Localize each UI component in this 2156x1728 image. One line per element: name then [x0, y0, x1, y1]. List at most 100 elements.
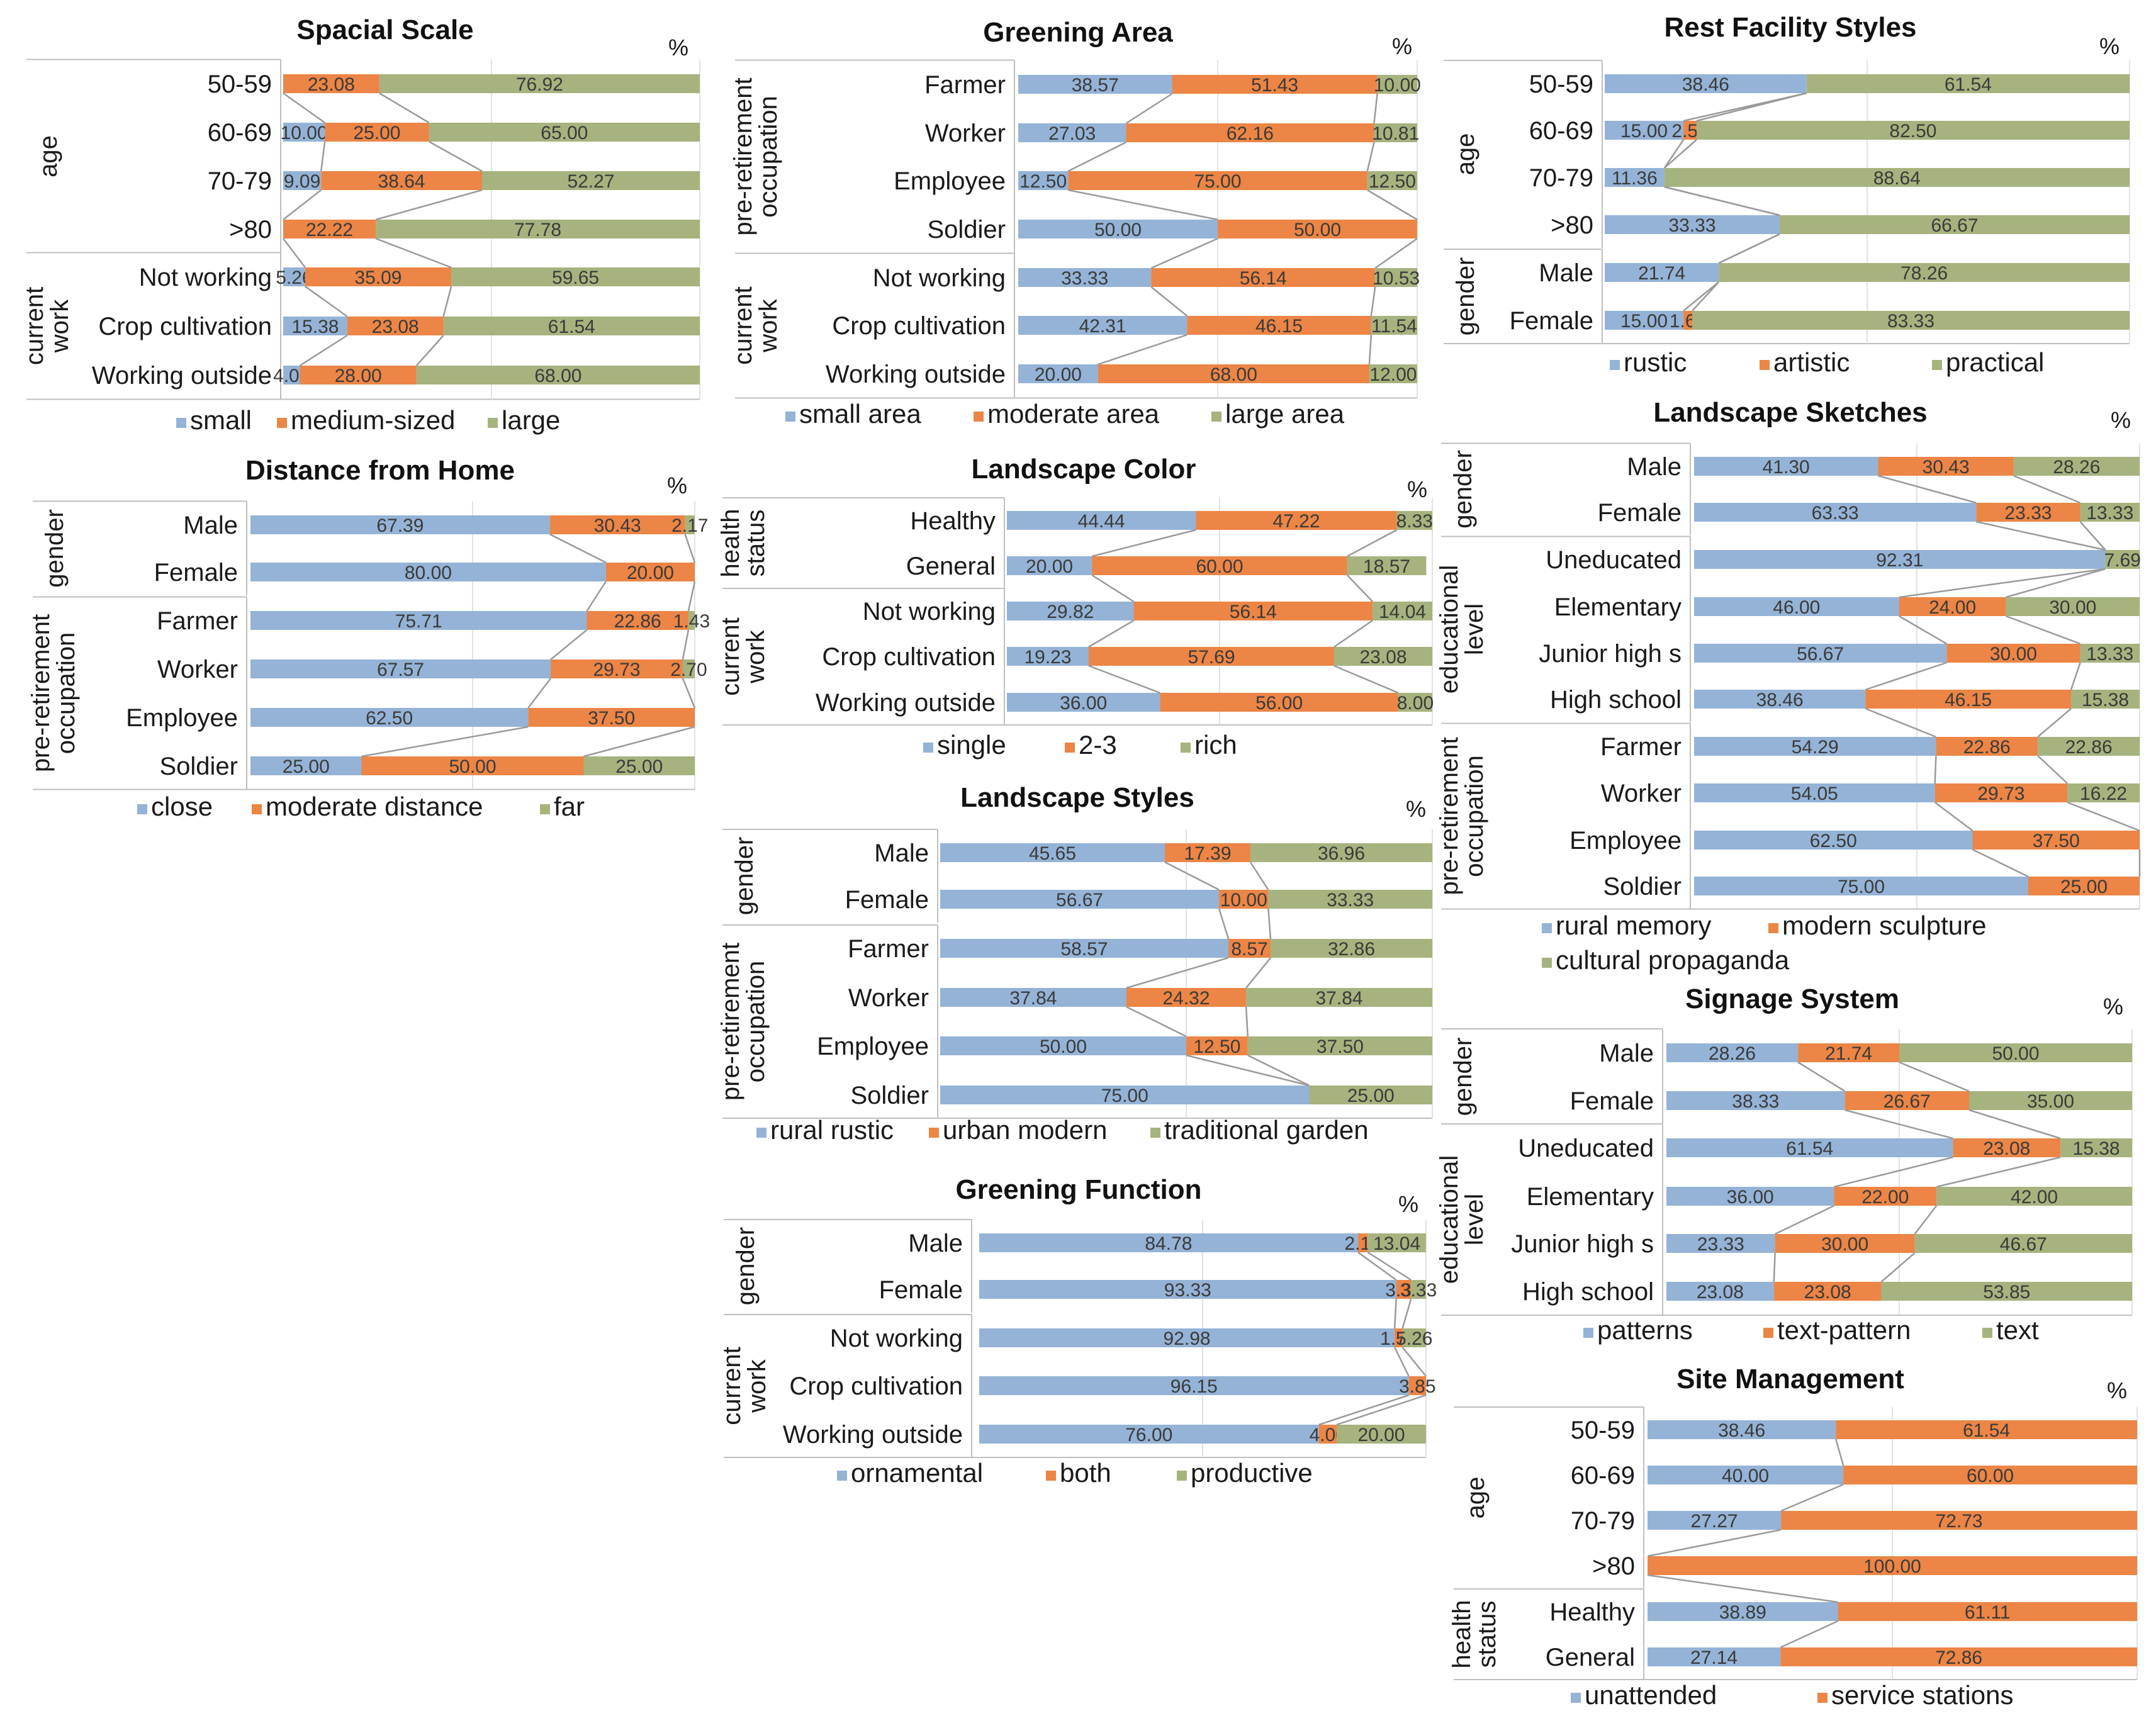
legend-swatch: [540, 804, 550, 814]
data-label: 60.00: [1196, 556, 1243, 577]
unit-label: %: [1392, 33, 1412, 59]
bar-segment: [1246, 988, 1432, 1007]
data-label: 20.00: [1357, 1425, 1405, 1445]
series-connector: [2006, 615, 2081, 645]
legend-swatch: [1065, 743, 1075, 753]
series-connector: [1663, 139, 1685, 169]
bar-segment: [685, 515, 695, 534]
unit-label: %: [2107, 1377, 2127, 1403]
bar-segment: [1666, 1282, 1774, 1301]
data-label: 9.09: [284, 171, 320, 192]
legend-swatch: [756, 1128, 766, 1138]
legend-entry: 2-3: [1079, 730, 1117, 760]
data-label: 58.57: [1060, 939, 1108, 960]
series-connector: [1186, 1054, 1310, 1087]
series-connector: [682, 678, 696, 709]
data-label: 24.32: [1162, 988, 1210, 1009]
data-label: 37.84: [1316, 988, 1363, 1009]
legend-swatch: [1211, 412, 1221, 422]
bar-segment: [1648, 1647, 1781, 1666]
legend-entry: rural memory: [1556, 911, 1711, 940]
legend-swatch: [1542, 923, 1552, 933]
chart-panel-3: Distance from Home % gender pre-retiremento…: [27, 455, 710, 821]
data-label: 15.00: [1620, 311, 1668, 332]
data-label: 38.46: [1682, 74, 1729, 95]
row-label: Employee: [126, 704, 238, 732]
data-label: 54.05: [1791, 783, 1838, 804]
bar-segment: [1666, 1234, 1775, 1253]
data-label: 51.43: [1251, 75, 1298, 96]
chart-panel-6: Greening Function % gender currentwork Male 8…: [718, 1174, 1437, 1488]
series-connector: [1346, 575, 1373, 602]
row-label: High school: [1522, 1278, 1654, 1306]
legend-entry: moderate area: [987, 399, 1160, 429]
bar-segment: [283, 74, 379, 93]
data-label: 61.54: [1945, 74, 1992, 95]
bar-segment: [1694, 877, 2028, 895]
row-label: >80: [1551, 211, 1593, 239]
legend-entry: text: [1996, 1315, 2039, 1345]
series-connector: [1899, 615, 1947, 645]
bar-segment: [1648, 1511, 1782, 1530]
chart-panel-4: Landscape Color% healthstatus currentwork H…: [717, 454, 1434, 760]
bar-segment: [1648, 1420, 1836, 1439]
bar-segment: [1899, 597, 2006, 616]
data-label: 3.85: [1399, 1376, 1435, 1397]
bar-segment: [283, 317, 347, 335]
data-label: 96.15: [1171, 1376, 1218, 1397]
data-label: 32.86: [1328, 939, 1375, 960]
data-label: 8.57: [1231, 939, 1267, 960]
bar-segment: [1187, 316, 1371, 335]
data-label: 78.26: [1901, 263, 1948, 284]
chart-title: Greening Function: [955, 1174, 1201, 1205]
series-connector: [379, 92, 430, 124]
data-label: 13.33: [2086, 503, 2133, 524]
row-label: Working outside: [92, 362, 272, 390]
data-label: 12.50: [1019, 171, 1067, 192]
data-label: 35.09: [354, 267, 401, 288]
bar-segment: [1126, 123, 1374, 142]
chart-panel-9: Site Management % age healthstatus 50-59 38.4…: [1448, 1364, 2138, 1710]
data-label: 20.00: [627, 563, 674, 583]
unit-label: %: [1398, 1191, 1418, 1217]
data-label: 46.67: [2000, 1234, 2047, 1255]
bar-segment: [1666, 1138, 1953, 1157]
chart-title: Distance from Home: [245, 455, 515, 486]
data-label: 25.00: [2060, 877, 2108, 897]
data-label: 30.00: [1990, 644, 2037, 665]
bar-segment: [1367, 171, 1417, 190]
bar-segment: [1666, 1091, 1845, 1110]
data-label: 15.38: [2082, 690, 2129, 710]
bar-segment: [1694, 503, 1977, 522]
series-connector: [2067, 801, 2140, 832]
bar-segment: [1914, 1234, 2132, 1253]
data-label: 56.14: [1230, 602, 1277, 622]
chart-title: Landscape Color: [972, 454, 1196, 485]
row-label: Employee: [817, 1033, 929, 1060]
row-label: Not working: [863, 598, 996, 626]
data-label: 100.00: [1863, 1556, 1921, 1577]
data-label: 59.65: [552, 267, 599, 288]
bar-segment: [979, 1376, 1409, 1395]
bar-segment: [979, 1425, 1319, 1444]
bar-segment: [1605, 311, 1684, 330]
series-connector: [375, 237, 452, 269]
series-connector: [1367, 1251, 1412, 1281]
legend-entry: traditional garden: [1164, 1115, 1369, 1145]
series-connector: [1834, 1156, 1953, 1188]
series-connector: [1088, 665, 1160, 694]
data-label: 30.00: [1821, 1234, 1868, 1255]
data-label: 67.57: [377, 659, 424, 680]
data-label: 38.64: [378, 171, 425, 192]
bar-segment: [361, 756, 584, 775]
data-label: 23.08: [1697, 1282, 1744, 1303]
row-label: Female: [845, 886, 929, 914]
bar-segment: [451, 267, 700, 286]
series-connector: [2006, 568, 2106, 598]
legend-swatch: [1763, 1328, 1773, 1338]
bar-segment: [1228, 939, 1271, 958]
bar-segment: [1375, 268, 1417, 287]
bar-segment: [1196, 511, 1397, 530]
series-connector: [1664, 186, 1780, 216]
series-connector: [1068, 189, 1218, 221]
